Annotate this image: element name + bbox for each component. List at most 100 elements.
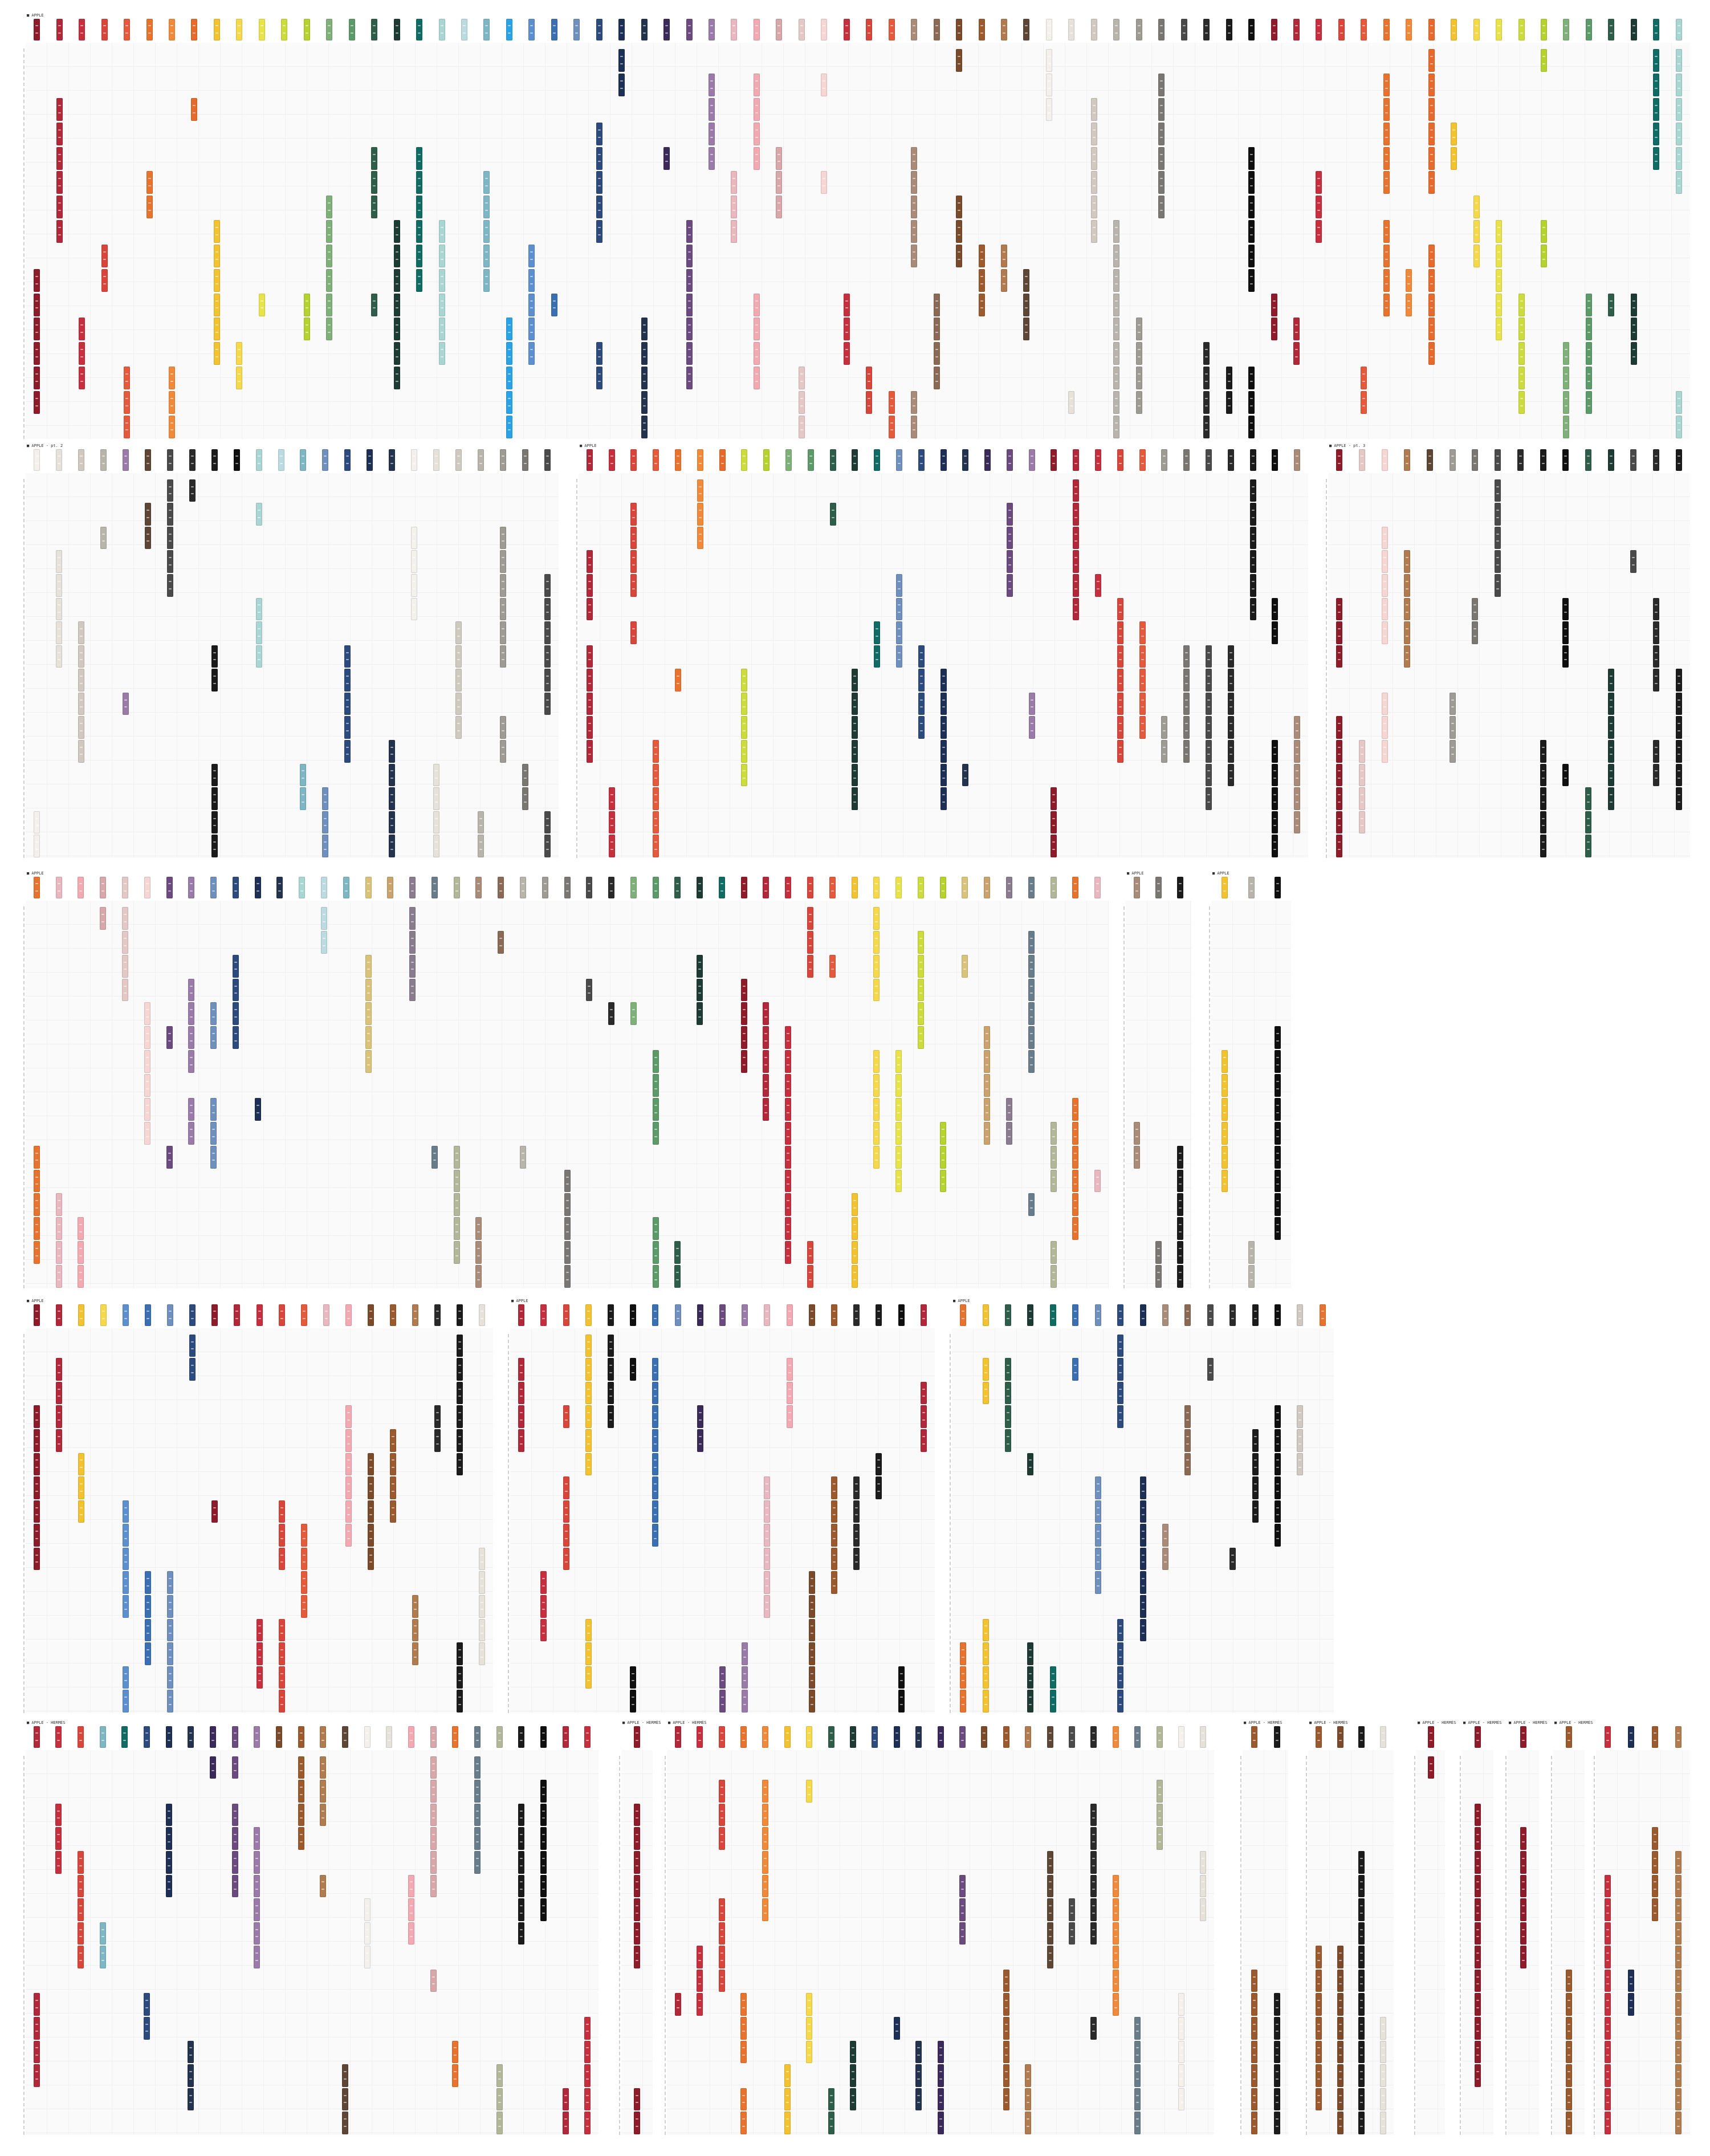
band-swatch-header[interactable]	[831, 1304, 838, 1326]
band-availability-mark[interactable]	[608, 1002, 615, 1026]
band-availability-mark[interactable]	[165, 1874, 172, 1898]
band-swatch-header[interactable]	[1628, 1726, 1635, 1748]
band-availability-mark[interactable]	[1117, 1690, 1124, 1712]
band-swatch-header[interactable]	[608, 449, 615, 471]
band-availability-mark[interactable]	[144, 1097, 150, 1121]
band-availability-mark[interactable]	[1205, 763, 1212, 787]
band-swatch-header[interactable]	[1117, 449, 1123, 471]
band-availability-mark[interactable]	[1248, 1241, 1255, 1264]
band-availability-mark[interactable]	[1316, 220, 1322, 243]
band-availability-mark[interactable]	[741, 763, 748, 787]
band-availability-mark[interactable]	[544, 669, 551, 691]
band-availability-mark[interactable]	[393, 342, 400, 365]
band-availability-mark[interactable]	[483, 269, 490, 292]
band-availability-mark[interactable]	[1472, 597, 1479, 621]
band-swatch-header[interactable]	[101, 19, 108, 40]
band-swatch-header[interactable]	[1630, 449, 1637, 471]
band-swatch-header[interactable]	[1541, 19, 1547, 40]
band-availability-mark[interactable]	[56, 1358, 63, 1381]
band-availability-mark[interactable]	[807, 954, 814, 978]
band-availability-mark[interactable]	[1383, 74, 1390, 97]
band-availability-mark[interactable]	[1541, 220, 1547, 243]
band-availability-mark[interactable]	[1003, 2064, 1009, 2087]
band-availability-mark[interactable]	[1358, 1874, 1365, 1898]
band-swatch-header[interactable]	[895, 877, 902, 898]
band-availability-mark[interactable]	[1562, 763, 1569, 787]
band-availability-mark[interactable]	[254, 1922, 260, 1945]
band-swatch-header[interactable]	[1094, 1304, 1101, 1326]
band-availability-mark[interactable]	[256, 1666, 263, 1689]
band-swatch-header[interactable]	[1050, 877, 1057, 898]
band-availability-mark[interactable]	[1628, 1969, 1635, 1992]
band-availability-mark[interactable]	[322, 787, 329, 810]
band-availability-mark[interactable]	[55, 1193, 62, 1217]
band-availability-mark[interactable]	[940, 669, 947, 691]
band-availability-mark[interactable]	[1139, 1594, 1146, 1618]
band-availability-mark[interactable]	[1272, 763, 1279, 787]
band-availability-mark[interactable]	[741, 739, 748, 763]
band-swatch-header[interactable]	[911, 19, 918, 40]
band-availability-mark[interactable]	[1653, 74, 1660, 97]
band-availability-mark[interactable]	[652, 1429, 659, 1452]
band-swatch-header[interactable]	[1135, 19, 1142, 40]
band-availability-mark[interactable]	[1113, 342, 1120, 365]
band-availability-mark[interactable]	[1358, 1993, 1365, 2016]
band-swatch-header[interactable]	[348, 19, 355, 40]
band-availability-mark[interactable]	[210, 1756, 217, 1779]
band-availability-mark[interactable]	[1274, 1405, 1281, 1429]
band-swatch-header[interactable]	[1000, 19, 1007, 40]
band-availability-mark[interactable]	[1359, 811, 1366, 834]
band-availability-mark[interactable]	[853, 1547, 860, 1571]
band-availability-mark[interactable]	[409, 906, 416, 930]
band-availability-mark[interactable]	[1184, 1429, 1191, 1452]
band-availability-mark[interactable]	[1117, 597, 1123, 621]
band-availability-mark[interactable]	[1297, 1429, 1304, 1452]
band-availability-mark[interactable]	[740, 2088, 747, 2111]
band-swatch-header[interactable]	[1045, 19, 1052, 40]
band-availability-mark[interactable]	[1496, 244, 1503, 267]
band-swatch-header[interactable]	[573, 19, 580, 40]
band-availability-mark[interactable]	[982, 1381, 989, 1405]
band-swatch-header[interactable]	[1028, 449, 1035, 471]
band-availability-mark[interactable]	[960, 1642, 967, 1665]
band-availability-mark[interactable]	[540, 1618, 547, 1642]
band-availability-mark[interactable]	[1072, 1145, 1079, 1169]
band-swatch-header[interactable]	[1675, 1726, 1681, 1748]
band-availability-mark[interactable]	[1607, 739, 1614, 763]
band-availability-mark[interactable]	[1566, 2088, 1572, 2111]
band-availability-mark[interactable]	[652, 1121, 659, 1145]
band-availability-mark[interactable]	[430, 1969, 437, 1992]
band-availability-mark[interactable]	[1652, 645, 1659, 668]
band-swatch-header[interactable]	[1200, 1726, 1207, 1748]
band-availability-mark[interactable]	[78, 1241, 84, 1264]
band-swatch-header[interactable]	[1472, 449, 1479, 471]
band-availability-mark[interactable]	[1006, 1097, 1012, 1121]
band-swatch-header[interactable]	[1675, 19, 1682, 40]
band-availability-mark[interactable]	[1094, 1547, 1101, 1571]
band-availability-mark[interactable]	[562, 2088, 569, 2111]
band-swatch-header[interactable]	[853, 1304, 860, 1326]
band-availability-mark[interactable]	[430, 1851, 437, 1874]
band-swatch-header[interactable]	[653, 449, 659, 471]
band-availability-mark[interactable]	[303, 318, 310, 341]
band-availability-mark[interactable]	[124, 390, 131, 414]
band-availability-mark[interactable]	[344, 645, 351, 668]
band-availability-mark[interactable]	[1518, 366, 1525, 389]
band-availability-mark[interactable]	[1139, 716, 1146, 739]
band-availability-mark[interactable]	[393, 244, 400, 267]
band-swatch-header[interactable]	[78, 877, 84, 898]
band-availability-mark[interactable]	[211, 763, 218, 787]
band-swatch-header[interactable]	[762, 1726, 769, 1748]
band-availability-mark[interactable]	[1336, 739, 1343, 763]
band-availability-mark[interactable]	[634, 1827, 640, 1850]
band-availability-mark[interactable]	[453, 1193, 460, 1217]
band-availability-mark[interactable]	[455, 716, 462, 739]
band-availability-mark[interactable]	[806, 2016, 813, 2040]
band-availability-mark[interactable]	[652, 1217, 659, 1240]
band-availability-mark[interactable]	[389, 763, 396, 787]
band-swatch-header[interactable]	[478, 449, 484, 471]
band-swatch-header[interactable]	[78, 1304, 85, 1326]
band-availability-mark[interactable]	[956, 244, 963, 267]
band-swatch-header[interactable]	[1379, 1726, 1386, 1748]
band-swatch-header[interactable]	[956, 19, 963, 40]
